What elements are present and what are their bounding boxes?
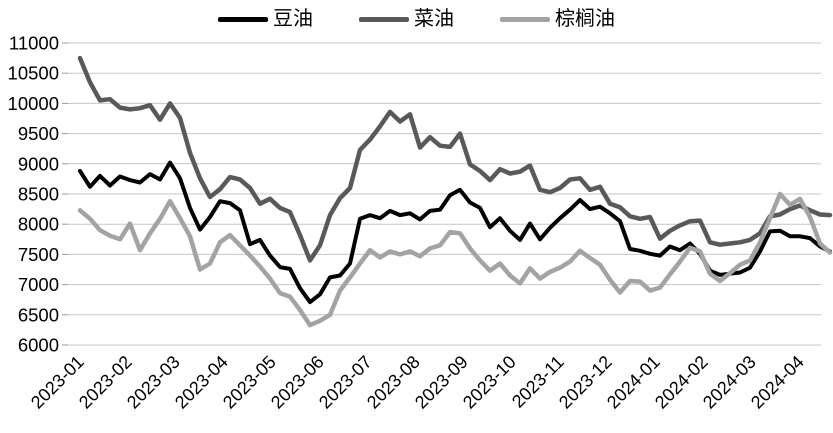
legend-item-palm-oil: 棕榈油	[500, 9, 615, 29]
y-tick-label: 6000	[18, 334, 59, 355]
y-tick-label: 10000	[8, 93, 59, 114]
legend-label-rapeseed-oil: 菜油	[414, 8, 454, 30]
x-tick-label: 2023-10	[459, 352, 520, 413]
y-tick-label: 8000	[18, 214, 59, 235]
legend-item-soybean-oil: 豆油	[218, 9, 313, 29]
palm-oil-line	[77, 191, 833, 328]
y-tick-label: 6500	[18, 304, 59, 325]
x-tick-label: 2024-04	[747, 352, 808, 413]
rapeseed-oil-line-swatch-icon	[359, 16, 409, 22]
y-tick-label: 11000	[9, 32, 59, 53]
legend-item-rapeseed-oil: 菜油	[359, 9, 454, 29]
palm-oil-line-swatch-icon	[500, 16, 550, 22]
y-tick-label: 9000	[18, 153, 59, 174]
y-tick-label: 7000	[18, 274, 59, 295]
chart-legend: 豆油 菜油 棕榈油	[0, 4, 833, 34]
y-tick-label: 9500	[18, 123, 59, 144]
y-tick-label: 8500	[18, 183, 59, 204]
rapeseed-oil-line	[77, 55, 833, 263]
y-tick-label: 10500	[8, 63, 59, 84]
legend-label-soybean-oil: 豆油	[273, 8, 313, 30]
legend-label-palm-oil: 棕榈油	[555, 8, 615, 30]
y-tick-label: 7500	[18, 244, 59, 265]
soybean-oil-line-swatch-icon	[218, 16, 268, 22]
